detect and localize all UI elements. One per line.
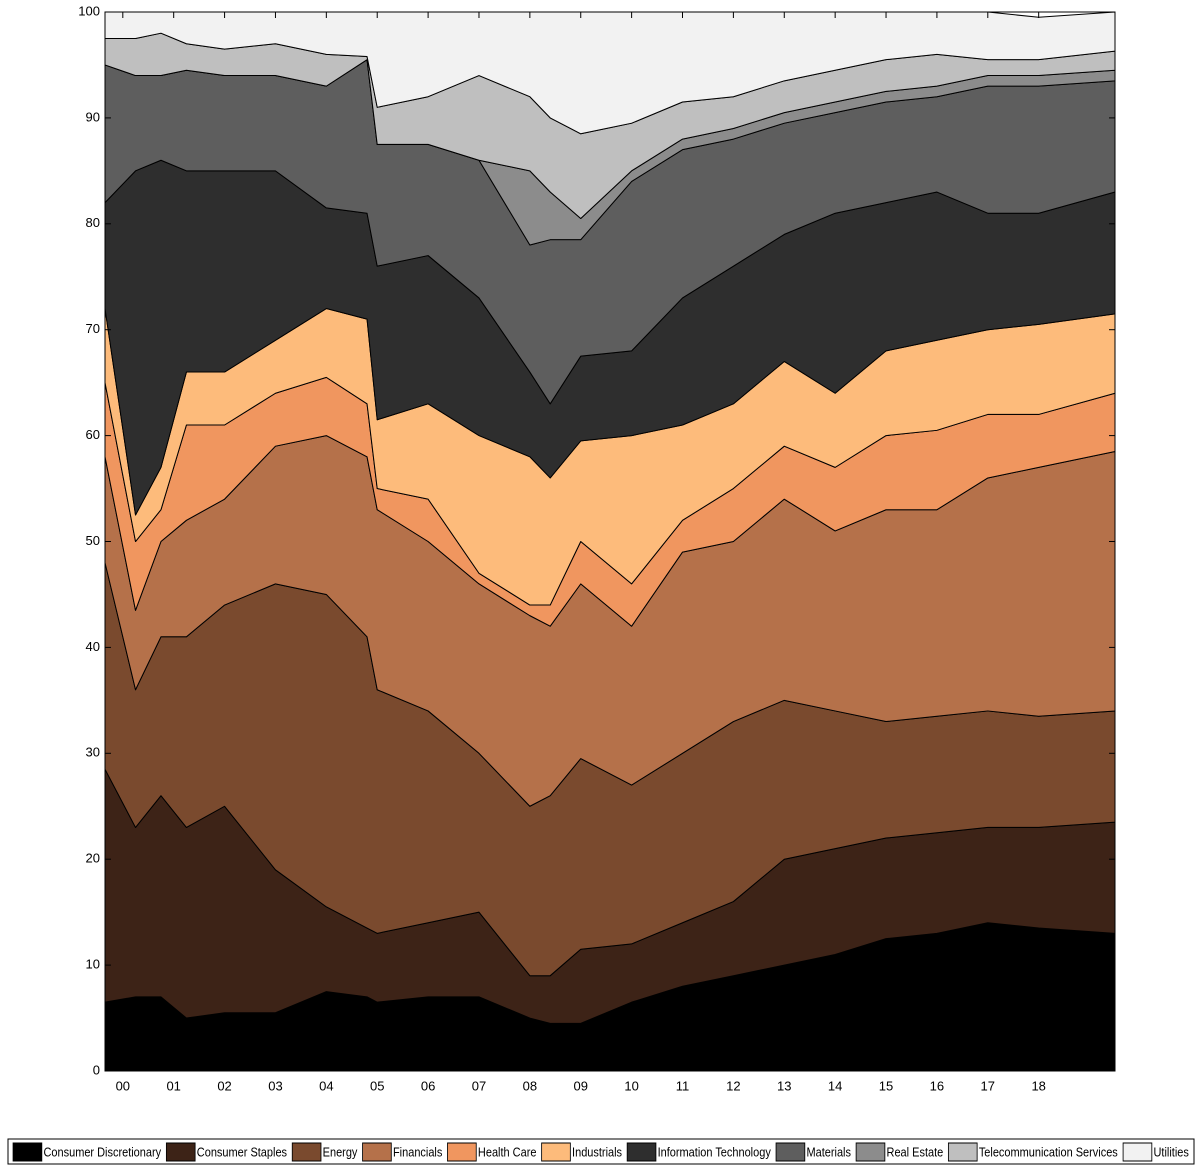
x-tick-label: 14 <box>828 1078 842 1093</box>
legend-label: Energy <box>323 1145 358 1160</box>
legend-label: Materials <box>806 1145 850 1160</box>
legend-label: Information Technology <box>658 1145 771 1160</box>
legend-label: Consumer Staples <box>197 1145 287 1160</box>
x-tick-label: 10 <box>624 1078 638 1093</box>
x-tick-label: 03 <box>268 1078 282 1093</box>
legend-label: Financials <box>393 1145 442 1160</box>
y-tick-label: 60 <box>86 427 100 442</box>
x-tick-label: 13 <box>777 1078 791 1093</box>
y-tick-label: 100 <box>78 3 100 18</box>
x-tick-label: 02 <box>217 1078 231 1093</box>
legend-label: Utilities <box>1154 1145 1189 1160</box>
y-tick-label: 90 <box>86 109 100 124</box>
y-tick-label: 30 <box>86 745 100 760</box>
legend-swatch <box>165 1142 196 1162</box>
legend: Consumer Discretionary Consumer Staples En… <box>7 1138 1195 1165</box>
legend-swatch <box>447 1142 477 1162</box>
legend-swatch <box>855 1142 886 1162</box>
x-tick-label: 00 <box>116 1078 130 1093</box>
x-tick-label: 05 <box>370 1078 384 1093</box>
x-tick-label: 09 <box>574 1078 588 1093</box>
x-tick-label: 08 <box>523 1078 537 1093</box>
x-tick-label: 11 <box>676 1078 690 1093</box>
y-tick-label: 10 <box>86 957 100 972</box>
x-tick-label: 01 <box>166 1078 180 1093</box>
x-tick-label: 17 <box>981 1078 995 1093</box>
legend-swatch <box>775 1142 806 1162</box>
y-tick-label: 0 <box>93 1062 100 1077</box>
legend-label: Real Estate <box>887 1145 944 1160</box>
legend-label: Consumer Discretionary <box>43 1145 161 1160</box>
x-tick-label: 04 <box>319 1078 333 1093</box>
legend-frame <box>7 1138 1195 1165</box>
x-tick-label: 15 <box>879 1078 893 1093</box>
x-tick-label: 06 <box>421 1078 435 1093</box>
y-tick-label: 70 <box>86 321 100 336</box>
x-tick-label: 07 <box>472 1078 486 1093</box>
legend-swatch <box>541 1142 571 1162</box>
x-tick-label: 18 <box>1031 1078 1045 1093</box>
legend-swatch <box>1122 1142 1153 1162</box>
y-tick-label: 20 <box>86 851 100 866</box>
legend-label: Industrials <box>572 1145 622 1160</box>
legend-swatch <box>947 1142 978 1162</box>
legend-swatch <box>291 1142 322 1162</box>
legend-swatch <box>12 1142 43 1162</box>
legend-label: Telecommunication Services <box>979 1145 1118 1160</box>
x-tick-label: 16 <box>930 1078 944 1093</box>
x-tick-label: 12 <box>726 1078 740 1093</box>
legend-label: Health Care <box>478 1145 537 1160</box>
legend-swatch <box>626 1142 657 1162</box>
y-tick-label: 50 <box>86 533 100 548</box>
plot-area: 0 10 20 30 40 50 60 70 80 90 100 00 01 02 03 04 05 06 07 08… <box>78 3 1116 1093</box>
y-tick-label: 80 <box>86 215 100 230</box>
legend-items: Consumer Discretionary Consumer Staples En… <box>12 1142 1189 1162</box>
y-tick-label: 40 <box>86 639 100 654</box>
legend-swatch <box>362 1142 392 1162</box>
